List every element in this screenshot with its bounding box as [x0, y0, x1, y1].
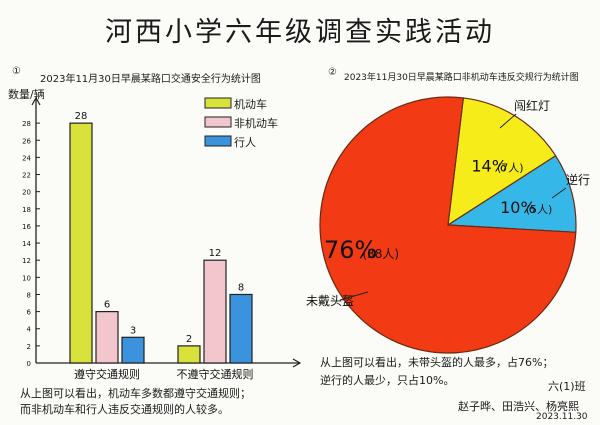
- legend-swatch: [204, 97, 232, 109]
- legend-label-pedestrian: 行人: [234, 136, 256, 149]
- pie-conclusion-line-2: 逆行的人最少，只占10%。: [320, 374, 455, 387]
- x-tick-label: 不遵守交通规则: [177, 367, 254, 381]
- bar-data-label: 6: [104, 300, 110, 311]
- y-tick-label: 2: [27, 343, 31, 351]
- y-tick-label: 8: [27, 291, 31, 299]
- x-tick-label: 遵守交通规则: [74, 367, 140, 381]
- y-tick-label: 10: [22, 274, 31, 282]
- y-tick-label: 14: [22, 240, 31, 248]
- y-tick-label: 16: [22, 223, 31, 231]
- pie-slice: [319, 96, 577, 354]
- legend-swatch: [204, 135, 232, 147]
- bar-data-label: 2: [186, 334, 192, 345]
- slice-helmet-percent: 76%: [324, 236, 377, 264]
- legend-label-nonmotor: 非机动车: [234, 117, 278, 130]
- callout-line: [339, 291, 369, 301]
- slice-wrongway-count: (5人): [526, 203, 553, 216]
- y-axis-label: 数量/辆: [8, 88, 45, 101]
- bar: [177, 345, 201, 364]
- bar: [203, 259, 227, 364]
- y-tick-label: 6: [27, 309, 32, 317]
- class-label: 六(1)班: [548, 380, 586, 393]
- callout-line: [499, 113, 517, 129]
- bar-data-label: 12: [209, 248, 222, 259]
- y-tick-label: 24: [22, 154, 31, 162]
- y-tick-label: 18: [22, 206, 31, 214]
- callout-line: [551, 187, 567, 199]
- legend-swatch: [204, 116, 232, 128]
- y-tick-label: 4: [27, 326, 32, 334]
- pie-slice: [447, 97, 557, 227]
- callout-helmet: 未戴头盔: [306, 293, 354, 308]
- y-tick-label: 22: [22, 172, 31, 180]
- y-tick-label: 20: [22, 189, 31, 197]
- bar-data-label: 28: [75, 111, 88, 122]
- slice-wrongway-percent: 10%: [500, 198, 536, 217]
- bar-chart-marker: ①: [12, 66, 21, 77]
- bar-data-label: 8: [238, 282, 244, 293]
- bar-conclusion-line-1: 从上图可以看出，机动车多数都遵守交通规则；: [20, 387, 251, 400]
- pie-slice: [446, 154, 577, 233]
- callout-wrongway: 逆行: [566, 172, 590, 187]
- y-tick-label: 0: [27, 360, 31, 368]
- bar-conclusion-line-2: 而非机动车和行人违反交通规则的人较多。: [20, 403, 229, 416]
- authors: 赵子晔、田浩兴、杨亮熙: [458, 400, 579, 413]
- bar-data-label: 3: [130, 325, 136, 336]
- bar: [95, 311, 119, 364]
- y-tick-label: 12: [22, 257, 31, 265]
- pie-conclusion-line-1: 从上图可以看出，未带头盔的人最多，占76%；: [320, 356, 554, 369]
- pie-chart-title: 2023年11月30日早晨某路口非机动车违反交规行为统计图: [344, 73, 579, 83]
- y-tick-label: 26: [22, 137, 31, 145]
- y-tick-label: 28: [22, 120, 31, 128]
- bar: [229, 293, 253, 364]
- slice-helmet-count: (38人): [362, 247, 399, 261]
- bar: [121, 336, 145, 364]
- y-axis-arrow: [31, 96, 41, 106]
- callout-redlight: 闯红灯: [514, 98, 550, 113]
- pie-chart-marker: ②: [328, 67, 337, 78]
- bar-chart-title: 2023年11月30日早晨某路口交通安全行为统计图: [40, 74, 261, 85]
- x-axis-arrow: [292, 358, 302, 368]
- slice-redlight-count: (7人): [497, 161, 524, 174]
- legend-label-motor: 机动车: [234, 98, 267, 111]
- date: 2023.11.30: [536, 412, 588, 422]
- bar: [69, 122, 93, 364]
- page-title: 河西小学六年级调查实践活动: [105, 17, 495, 48]
- slice-redlight-percent: 14%: [471, 156, 507, 175]
